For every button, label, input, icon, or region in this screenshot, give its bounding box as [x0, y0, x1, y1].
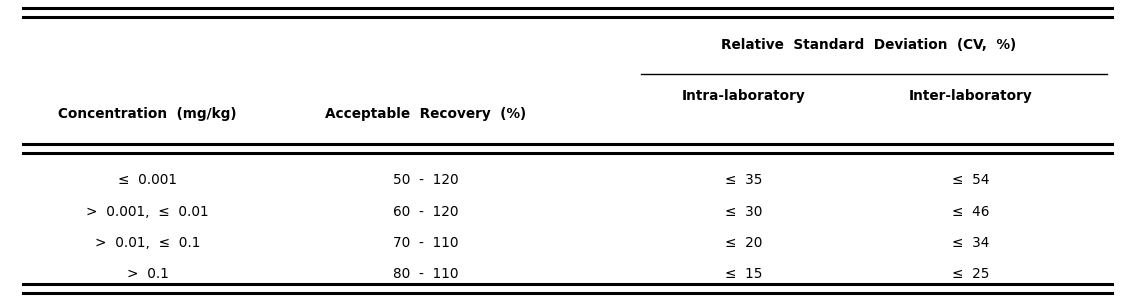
Text: >  0.01,  ≤  0.1: > 0.01, ≤ 0.1 — [95, 236, 200, 250]
Text: Acceptable  Recovery  (%): Acceptable Recovery (%) — [325, 107, 527, 121]
Text: ≤  25: ≤ 25 — [951, 268, 990, 281]
Text: Intra-laboratory: Intra-laboratory — [681, 89, 806, 103]
Text: >  0.001,  ≤  0.01: > 0.001, ≤ 0.01 — [86, 205, 209, 218]
Text: ≤  0.001: ≤ 0.001 — [118, 173, 177, 187]
Text: ≤  15: ≤ 15 — [724, 268, 763, 281]
Text: >  0.1: > 0.1 — [127, 268, 168, 281]
Text: 80  -  110: 80 - 110 — [393, 268, 459, 281]
Text: ≤  34: ≤ 34 — [952, 236, 989, 250]
Text: ≤  46: ≤ 46 — [952, 205, 989, 218]
Text: ≤  30: ≤ 30 — [725, 205, 762, 218]
Text: 60  -  120: 60 - 120 — [393, 205, 459, 218]
Text: ≤  54: ≤ 54 — [951, 173, 990, 187]
Text: Inter-laboratory: Inter-laboratory — [908, 89, 1033, 103]
Text: ≤  20: ≤ 20 — [725, 236, 762, 250]
Text: Concentration  (mg/kg): Concentration (mg/kg) — [58, 107, 237, 121]
Text: 70  -  110: 70 - 110 — [393, 236, 459, 250]
Text: 50  -  120: 50 - 120 — [393, 173, 459, 187]
Text: ≤  35: ≤ 35 — [724, 173, 763, 187]
Text: Relative  Standard  Deviation  (CV,  %): Relative Standard Deviation (CV, %) — [721, 38, 1016, 52]
